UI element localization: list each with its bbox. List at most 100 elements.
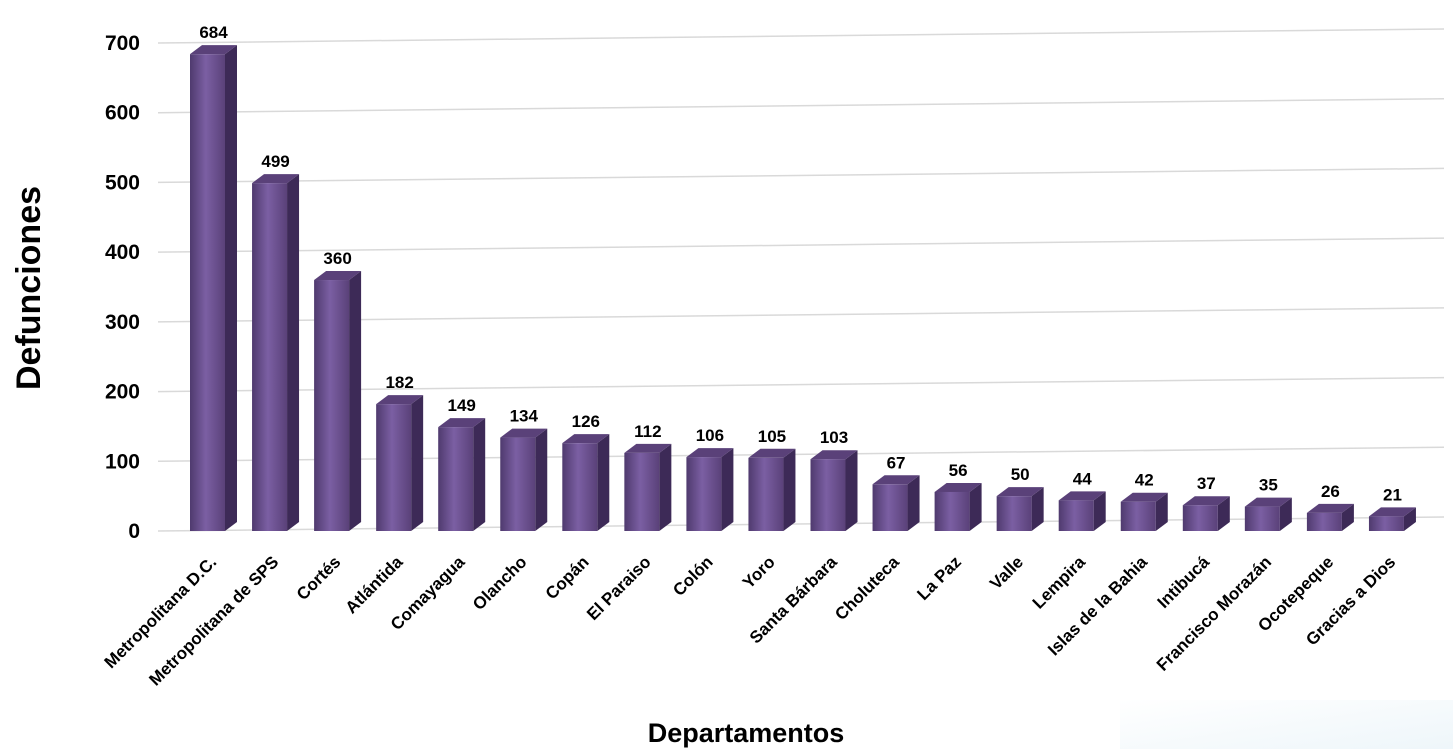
- bar-front: [624, 452, 660, 531]
- bar-front: [376, 404, 412, 531]
- gridlines: [157, 28, 1445, 532]
- bar-top: [810, 450, 858, 460]
- bar: [934, 482, 982, 531]
- y-tick-label: 700: [105, 32, 140, 55]
- bar-side: [225, 45, 237, 531]
- bar: [624, 443, 672, 531]
- bar-side: [1279, 497, 1292, 531]
- bar-top: [376, 395, 424, 405]
- data-label: 112: [634, 422, 661, 441]
- bar: [376, 395, 424, 531]
- bar-side: [1403, 507, 1416, 531]
- gridline: [157, 97, 1445, 114]
- bar-front: [748, 457, 784, 531]
- bar-top: [934, 482, 982, 492]
- bar-front: [996, 496, 1032, 531]
- data-label: 182: [385, 373, 413, 392]
- bar-top: [1244, 497, 1292, 507]
- bar-top: [748, 448, 796, 458]
- gridline: [157, 167, 1445, 184]
- x-axis-title: Departamentos: [648, 718, 845, 748]
- bar-side: [1031, 487, 1044, 531]
- bar-top: [314, 271, 362, 281]
- x-tick-label: El Paraiso: [583, 552, 655, 624]
- y-tick-label: 0: [128, 520, 140, 543]
- bar-top: [1058, 491, 1106, 501]
- bar: [562, 434, 610, 531]
- x-tick-label: Cortés: [293, 552, 345, 604]
- bar-front: [190, 54, 225, 531]
- data-label: 105: [758, 427, 786, 446]
- bar-side: [907, 475, 920, 531]
- data-label: 360: [323, 249, 351, 268]
- bar-front: [686, 457, 722, 531]
- bar-side: [1341, 503, 1354, 531]
- x-tick-label: Lempira: [1029, 552, 1090, 613]
- x-tick-label: Colón: [669, 552, 716, 599]
- data-label: 50: [1011, 465, 1030, 484]
- bar: [1306, 503, 1354, 531]
- bar-side: [1155, 492, 1168, 531]
- y-tick-label: 300: [105, 311, 140, 334]
- bar-side: [411, 395, 424, 531]
- data-label: 44: [1073, 469, 1092, 488]
- gridline: [157, 446, 1445, 463]
- bar: [1182, 496, 1230, 531]
- data-label: 684: [199, 23, 228, 42]
- bar-front: [810, 459, 846, 531]
- bar-front: [500, 437, 536, 531]
- bar-front: [1058, 500, 1094, 531]
- bar-top: [686, 448, 734, 458]
- bar: [1120, 492, 1168, 531]
- x-tick-label: Yoro: [739, 552, 779, 592]
- data-labels: 684 499 360 182 149 134 126 112 106 105 103 67 56 50 4…: [199, 23, 1402, 504]
- bar-side: [349, 271, 362, 531]
- data-label: 56: [949, 461, 968, 480]
- y-tick-label: 500: [105, 171, 140, 194]
- gridline: [157, 307, 1445, 323]
- data-label: 67: [887, 453, 906, 472]
- bar-side: [969, 482, 982, 531]
- x-tick-label: La Paz: [913, 552, 965, 604]
- bar-front: [934, 491, 970, 531]
- bar-top: [872, 475, 920, 485]
- bar-top: [562, 434, 610, 444]
- data-label: 149: [448, 396, 476, 415]
- data-label: 106: [696, 426, 724, 445]
- bar-top: [438, 418, 486, 428]
- bar-side: [721, 448, 734, 531]
- y-axis-title: Defunciones: [10, 186, 48, 390]
- y-axis-ticks: 0 100 200 300 400 500 600 700: [105, 32, 140, 543]
- bar: [1368, 507, 1416, 531]
- bar-top: [996, 487, 1044, 497]
- bar-front: [1182, 505, 1218, 531]
- bar-side: [1217, 496, 1230, 531]
- bar: [500, 428, 548, 531]
- corner-background: [1120, 700, 1453, 749]
- bar-front: [1306, 512, 1342, 531]
- bar-side: [287, 174, 300, 531]
- bar-top: [1306, 503, 1354, 513]
- data-label: 42: [1135, 471, 1154, 490]
- bar: [314, 271, 362, 531]
- y-tick-label: 200: [105, 381, 140, 404]
- bar: [748, 448, 796, 531]
- bar-top: [252, 174, 300, 184]
- x-tick-label: Francisco Morazán: [1153, 552, 1275, 674]
- bar-side: [659, 443, 672, 531]
- bar-side: [783, 448, 796, 531]
- data-label: 21: [1383, 485, 1402, 504]
- bar-top: [500, 428, 548, 438]
- x-tick-label: Metropolitana D.C.: [101, 552, 221, 672]
- x-tick-label: Atlántida: [342, 552, 407, 617]
- bar: [438, 418, 486, 531]
- bar: [996, 487, 1044, 531]
- bar-side: [845, 450, 858, 531]
- data-label: 134: [510, 407, 539, 426]
- bar: [872, 475, 920, 531]
- data-label: 126: [572, 412, 600, 431]
- bar-top: [1182, 496, 1230, 506]
- bar-front: [252, 183, 288, 531]
- bar: [1058, 491, 1106, 531]
